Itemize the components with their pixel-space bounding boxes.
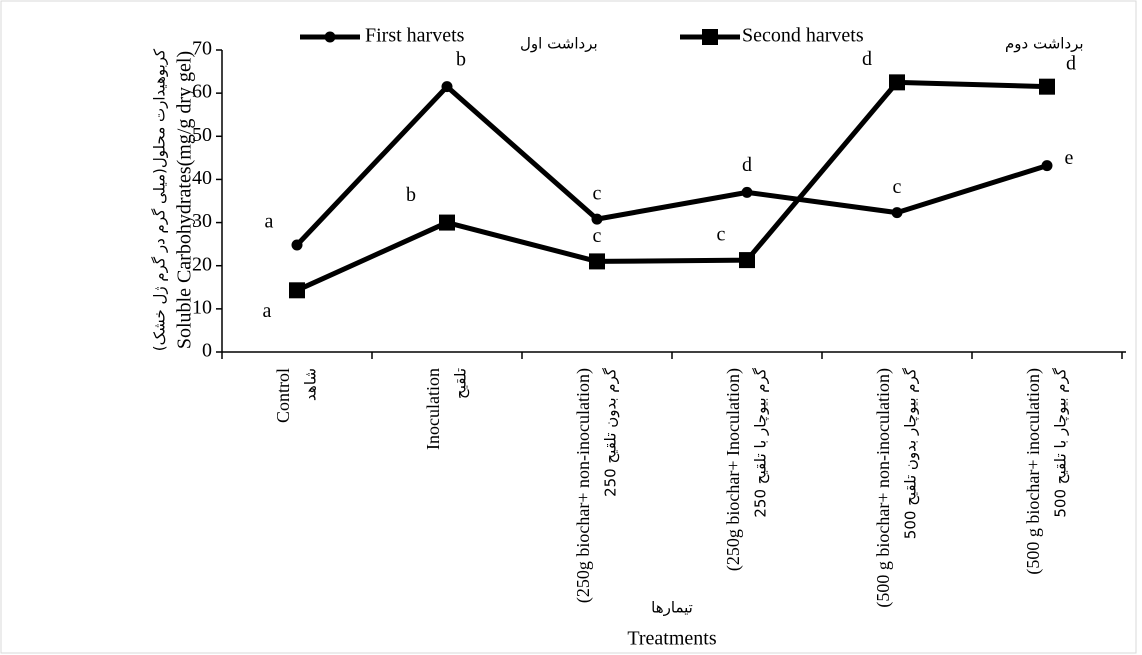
point-letter: c: [893, 176, 902, 198]
x-tick-label-fa: 500 گرم بیوچار بدون تلقیح: [902, 367, 920, 539]
x-tick-label-fa: 250 گرم بدون تلقیح: [602, 367, 620, 497]
point-letter: e: [1065, 147, 1074, 169]
data-point: [441, 81, 453, 93]
legend-label-fa: برداشت دوم: [1005, 35, 1084, 53]
data-point: [591, 213, 603, 225]
series-line: [295, 79, 1048, 293]
data-point: [589, 253, 605, 270]
x-tick-label: (500 g biochar+ non-inoculation): [873, 368, 894, 608]
y-tick-label: 0: [202, 340, 212, 362]
series-line: [295, 84, 1048, 247]
x-tick-label-fa: 500 گرم بیوچار با تلقیح: [1052, 367, 1070, 517]
point-letter: c: [593, 225, 602, 247]
point-letter: c: [593, 183, 602, 205]
y-tick-label: 40: [192, 167, 212, 189]
x-tick-label-fa: تلقیح: [452, 368, 470, 399]
y-tick-label: 70: [192, 38, 212, 60]
point-letter: d: [1066, 52, 1076, 74]
x-axis-title: Treatments: [627, 628, 716, 650]
y-tick-label: 10: [192, 296, 212, 318]
data-point: [439, 214, 455, 231]
y-tick-label: 20: [192, 253, 212, 275]
y-axis-title: Soluble Carbohydrates(mg/g dry gel): [174, 51, 196, 349]
y-tick-label: 60: [192, 81, 212, 103]
legend-label: Second harvets: [742, 25, 864, 47]
data-point: [889, 74, 905, 91]
point-letter: a: [265, 211, 274, 233]
point-letter: d: [742, 154, 752, 176]
y-axis-title-fa: کربوهیدارت محلول(میلی گرم در گرم ژل خشک): [151, 48, 169, 351]
x-axis-title-fa: تیمارها: [651, 599, 693, 617]
x-tick-label-fa: شاهد: [302, 368, 320, 401]
data-point: [741, 186, 753, 198]
data-point: [1039, 78, 1055, 95]
data-point: [739, 252, 755, 269]
y-tick-label: 30: [192, 210, 212, 232]
x-tick-label: Control: [273, 368, 293, 423]
legend-label: First harvets: [365, 25, 465, 47]
x-tick-label: (500 g biochar+ inoculation): [1023, 368, 1044, 575]
point-letter: d: [862, 48, 872, 70]
point-letter: c: [717, 224, 726, 246]
data-point: [289, 282, 305, 299]
x-tick-label-fa: 250 گرم بیوچار با تلقیح: [752, 367, 770, 517]
point-letter: a: [263, 300, 272, 322]
y-tick-label: 50: [192, 124, 212, 146]
legend-marker: [702, 29, 718, 45]
point-letter: b: [456, 48, 466, 70]
data-point: [1041, 160, 1053, 172]
data-point: [291, 239, 303, 251]
x-tick-label: (250g biochar+ non-inoculation): [573, 368, 594, 603]
x-tick-label: Inoculation: [423, 368, 443, 450]
x-tick-label: (250g biochar+ Inoculation): [723, 368, 744, 571]
legend-label-fa: برداشت اول: [520, 35, 598, 53]
legend-marker: [324, 31, 336, 43]
point-letter: b: [406, 184, 416, 206]
data-point: [891, 207, 903, 219]
